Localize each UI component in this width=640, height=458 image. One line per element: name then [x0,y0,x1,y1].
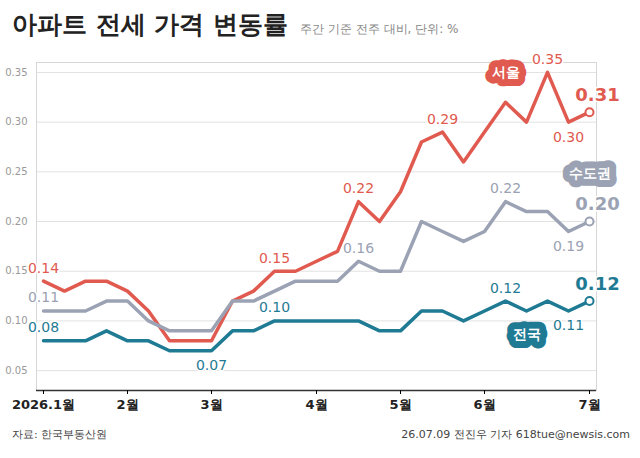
svg-text:0.10: 0.10 [259,299,290,315]
svg-text:0.29: 0.29 [427,111,458,127]
svg-text:0.05: 0.05 [5,365,27,376]
svg-text:수도권: 수도권 [569,165,611,181]
svg-text:2026.1월: 2026.1월 [12,397,75,412]
html-text:자료: 한국부동산원: 자료: 한국부동산원 [12,427,108,441]
svg-text:0.07: 0.07 [196,357,227,373]
svg-text:0.11: 0.11 [28,289,59,305]
svg-text:0.31: 0.31 [575,84,619,105]
svg-text:0.14: 0.14 [28,260,59,276]
svg-text:4월: 4월 [305,397,327,412]
svg-text:서울: 서울 [492,64,520,80]
svg-text:0.10: 0.10 [5,315,27,326]
svg-text:6월: 6월 [473,397,495,412]
svg-text:5월: 5월 [389,397,411,412]
svg-text:0.12: 0.12 [575,273,619,294]
svg-text:0.15: 0.15 [5,265,27,276]
svg-text:0.22: 0.22 [490,180,521,196]
svg-text:7월: 7월 [578,397,600,412]
html-text:아파트 전세 가격 변동률: 아파트 전세 가격 변동률 [12,10,289,39]
svg-text:전국: 전국 [513,326,541,342]
svg-text:2월: 2월 [116,397,138,412]
svg-text:0.30: 0.30 [553,129,584,145]
svg-text:0.20: 0.20 [5,216,27,227]
html-text:주간 기준 전주 대비, 단위: %: 주간 기준 전주 대비, 단위: % [300,22,459,36]
svg-text:0.19: 0.19 [553,238,584,254]
svg-text:0.11: 0.11 [553,317,584,333]
svg-text:0.08: 0.08 [28,319,59,335]
html-text:26.07.09 전진우 기자 618tue@newsis.: 26.07.09 전진우 기자 618tue@newsis.com [401,427,630,441]
svg-text:0.35: 0.35 [532,51,563,67]
svg-text:0.20: 0.20 [575,193,619,214]
svg-text:0.25: 0.25 [5,166,27,177]
svg-text:0.30: 0.30 [5,116,27,127]
svg-text:0.35: 0.35 [5,67,27,78]
svg-text:3월: 3월 [200,397,222,412]
svg-text:0.16: 0.16 [343,240,374,256]
svg-text:0.22: 0.22 [343,180,374,196]
svg-text:0.15: 0.15 [259,250,290,266]
svg-text:0.12: 0.12 [490,280,521,296]
